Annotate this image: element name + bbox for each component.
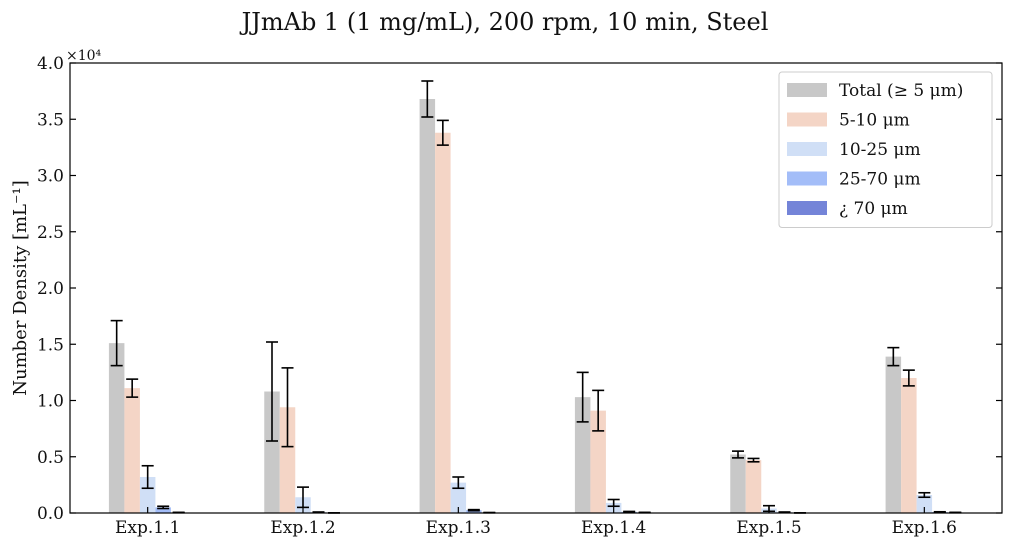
- error-bar-2-Exp.1.1: [126, 378, 139, 398]
- legend-label: ¿ 70 μm: [839, 199, 908, 219]
- error-bar-1-Exp.1.2: [266, 341, 278, 442]
- error-bar-2-Exp.1.5: [747, 457, 760, 463]
- bar-1-Exp.1.3: [419, 99, 436, 513]
- legend-swatch: [787, 112, 827, 127]
- legend-label: Total (≥ 5 μm): [839, 81, 963, 101]
- bar-3-Exp.1.1: [139, 477, 156, 513]
- error-bar-4-Exp.1.6: [933, 510, 946, 514]
- error-bar-1-Exp.1.5: [732, 450, 744, 459]
- bar-1-Exp.1.4: [574, 397, 591, 514]
- error-bar-2-Exp.1.3: [436, 119, 449, 146]
- x-tick-label: Exp.1.5: [736, 518, 801, 538]
- y-tick-label: 3.5: [37, 110, 64, 130]
- error-bar-2-Exp.1.6: [902, 369, 915, 387]
- error-bar-2-Exp.1.4: [592, 389, 605, 432]
- bar-1-Exp.1.1: [108, 343, 125, 514]
- bar-2-Exp.1.4: [590, 410, 606, 514]
- legend-label: 25-70 μm: [839, 170, 921, 190]
- legend-box: [778, 71, 993, 228]
- bar-2-Exp.1.6: [901, 378, 917, 513]
- y-axis-label: Number Density [mL⁻¹]: [10, 180, 31, 396]
- legend-label: 5-10 μm: [839, 111, 910, 131]
- y-tick-label: 0.0: [37, 504, 64, 524]
- bar-1-Exp.1.6: [885, 356, 902, 514]
- x-tick-label: Exp.1.4: [581, 518, 646, 538]
- x-tick-label: Exp.1.2: [270, 518, 335, 538]
- error-bar-1-Exp.1.1: [110, 319, 123, 367]
- error-bar-3-Exp.1.4: [607, 498, 620, 508]
- error-bar-4-Exp.1.3: [467, 508, 480, 512]
- error-bar-1-Exp.1.4: [576, 371, 589, 423]
- chart-title: JJmAb 1 (1 mg/mL), 200 rpm, 10 min, Stee…: [239, 8, 769, 36]
- error-bar-4-Exp.1.1: [157, 505, 170, 510]
- error-bar-3-Exp.1.1: [141, 464, 154, 490]
- y-tick-label: 1.0: [37, 392, 64, 412]
- legend: Total (≥ 5 μm) 5-10 μm 10-25 μm 25-70 μm ¿ 7…: [778, 71, 993, 228]
- bar-4-Exp.1.3: [466, 510, 482, 513]
- bar-2-Exp.1.2: [279, 407, 296, 513]
- y-tick-label: 2.0: [37, 279, 64, 299]
- legend-swatch: [787, 142, 827, 156]
- bar-2-Exp.1.1: [124, 388, 140, 514]
- x-tick-label: Exp.1.1: [115, 518, 180, 538]
- bar-3-Exp.1.3: [450, 482, 467, 514]
- legend-swatch: [787, 171, 827, 186]
- error-bar-3-Exp.1.6: [918, 491, 931, 499]
- legend-swatch: [787, 201, 827, 215]
- error-bar-1-Exp.1.6: [887, 346, 900, 367]
- legend-label: 10-25 μm: [839, 140, 921, 160]
- bar-1-Exp.1.2: [264, 391, 280, 513]
- bar-2-Exp.1.5: [745, 460, 762, 514]
- error-bar-3-Exp.1.3: [452, 476, 465, 490]
- error-bar-4-Exp.1.4: [623, 510, 636, 514]
- plot-area: 0.0 0.5 1.0 1.5 2.0 2.5 3.0 3.5 4.0 Exp.1.1 Exp.1.…: [37, 54, 1003, 538]
- x-tick-label: Exp.1.3: [426, 518, 491, 538]
- error-bar-2-Exp.1.2: [281, 367, 294, 448]
- y-tick-label: 2.5: [37, 223, 64, 243]
- bar-2-Exp.1.3: [435, 132, 451, 513]
- y-tick-label: 1.5: [37, 335, 64, 355]
- x-tick-label: Exp.1.6: [892, 518, 957, 538]
- legend-swatch: [787, 83, 827, 97]
- bar-4-Exp.1.1: [155, 507, 171, 514]
- bar-3-Exp.1.6: [916, 495, 933, 513]
- y-tick-label: 0.5: [37, 448, 64, 468]
- y-tick-label: 3.0: [37, 167, 64, 187]
- error-bar-1-Exp.1.3: [421, 80, 434, 118]
- y-tick-label: 4.0: [37, 54, 64, 74]
- bar-1-Exp.1.5: [730, 454, 746, 513]
- y-axis-exponent: ×10⁴: [66, 48, 102, 64]
